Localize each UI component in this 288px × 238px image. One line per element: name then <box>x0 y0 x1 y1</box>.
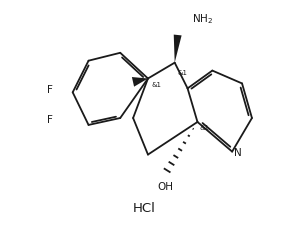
Text: &1: &1 <box>200 125 209 131</box>
Text: N: N <box>234 148 242 158</box>
Text: OH: OH <box>158 182 174 192</box>
Polygon shape <box>132 77 148 87</box>
Text: HCl: HCl <box>132 203 156 215</box>
Text: NH$_2$: NH$_2$ <box>192 12 213 26</box>
Text: F: F <box>47 85 53 95</box>
Text: F: F <box>47 115 53 125</box>
Text: &1: &1 <box>152 82 162 88</box>
Text: &1: &1 <box>178 69 188 75</box>
Polygon shape <box>174 35 182 63</box>
